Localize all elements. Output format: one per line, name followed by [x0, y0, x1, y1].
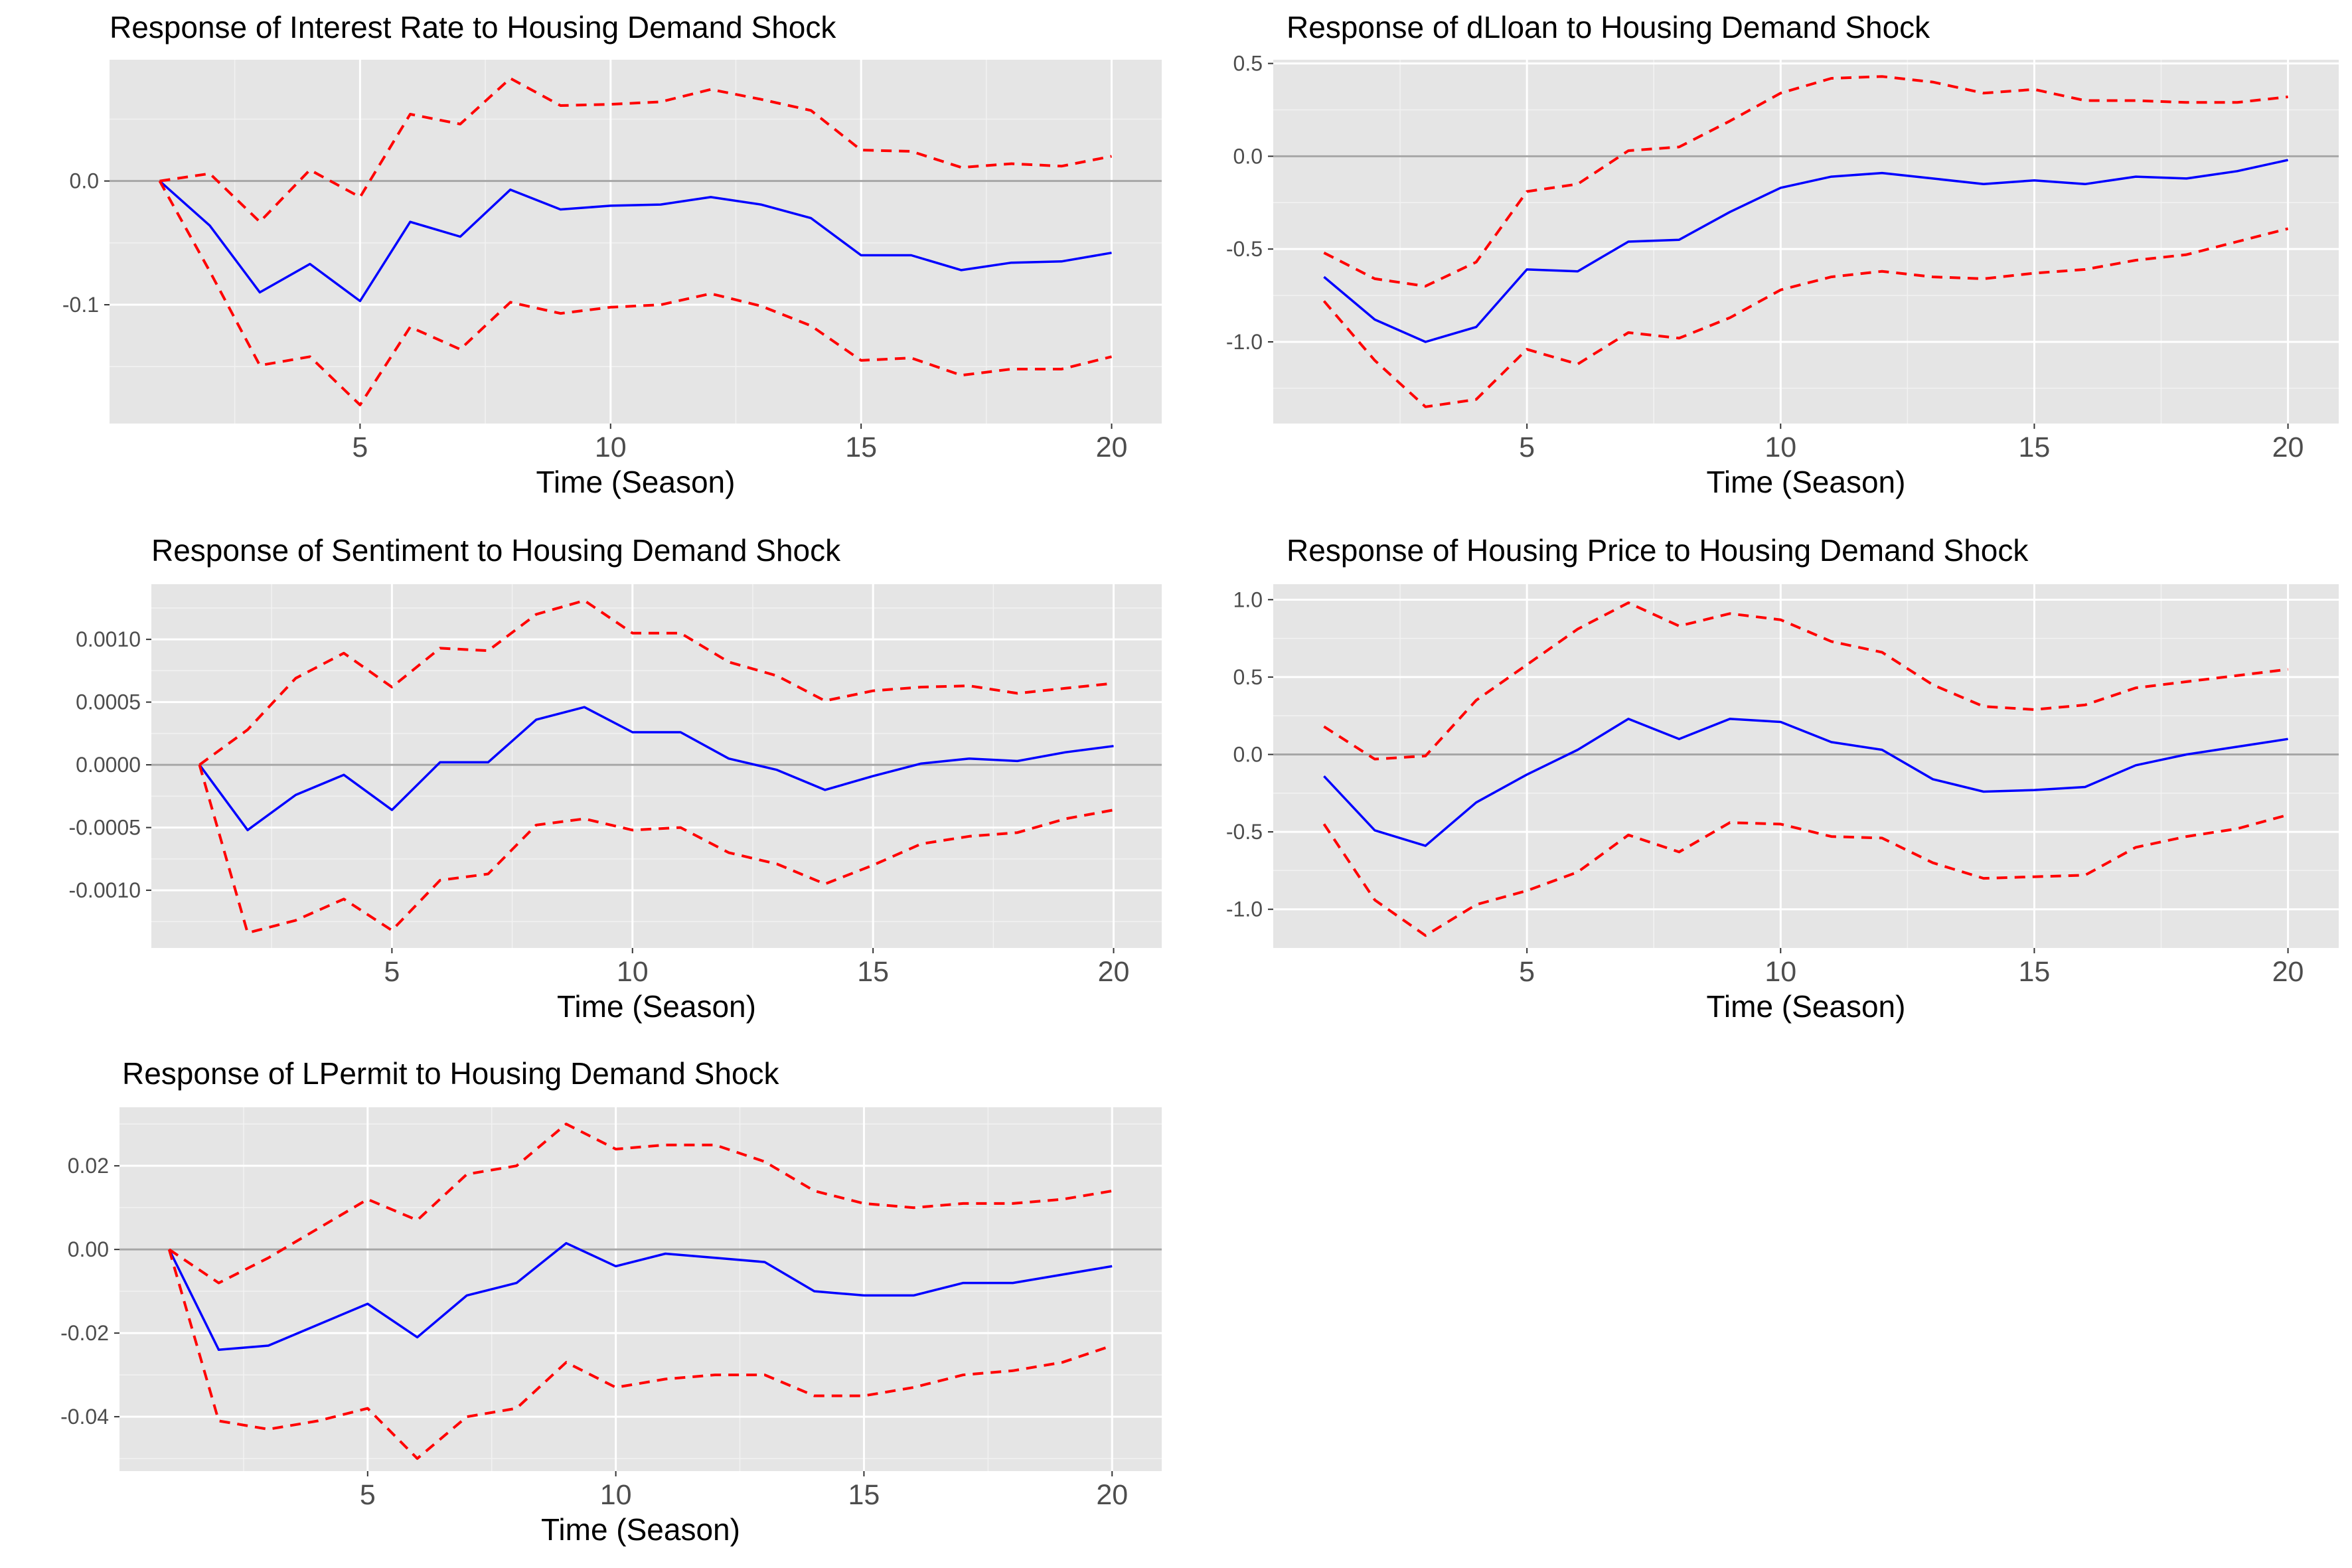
x-tick-label: 15: [857, 956, 889, 988]
y-tick-label: -0.04: [60, 1405, 109, 1429]
response-line: [1323, 159, 2288, 343]
x-tick-label: 15: [2019, 956, 2051, 988]
y-tick-label: -0.0005: [68, 816, 141, 840]
y-tick-label: -0.0010: [68, 878, 141, 902]
plot-background: [1273, 60, 2339, 424]
x-tick-label: 15: [2019, 431, 2051, 463]
y-tick-label: 0.00: [68, 1237, 109, 1261]
y-tick-label: -0.5: [1226, 237, 1263, 261]
y-tick-label: -1.0: [1226, 330, 1263, 354]
y-tick-label: 0.0000: [76, 753, 141, 777]
panel-title: Response of Interest Rate to Housing Dem…: [110, 10, 836, 44]
x-axis-title: Time (Season): [536, 465, 736, 499]
x-tick-label: 5: [352, 431, 368, 463]
x-tick-label: 20: [1096, 431, 1128, 463]
x-tick-label: 15: [848, 1479, 880, 1511]
y-tick-label: 0.0005: [76, 690, 141, 714]
x-tick-label: 20: [1096, 1479, 1128, 1511]
y-tick-label: 0.0: [1233, 144, 1263, 168]
x-tick-label: 10: [1764, 431, 1796, 463]
panel-housing-price: 1.0 0.5 0.0 -0.5 -1.0 5 10 15 20 Time (Season) Res…: [1226, 533, 2339, 1024]
confidence-band-upper-line: [168, 1123, 1113, 1285]
x-tick-label: 15: [845, 431, 877, 463]
x-tick-label: 10: [1764, 956, 1796, 988]
confidence-band-lower-line: [167, 1249, 1113, 1460]
y-tick-label: 0.0010: [76, 627, 141, 651]
panel-lpermit: 0.02 0.00 -0.02 -0.04 5 10 15 20 Time (Season) Re…: [60, 1056, 1162, 1547]
panel-title: Response of LPermit to Housing Demand Sh…: [122, 1056, 780, 1091]
confidence-band-upper-line: [159, 77, 1112, 224]
panel-interest-rate: 0.0 -0.1 5 10 15 20 Time (Season) Response of I…: [62, 10, 1162, 499]
x-tick-label: 5: [384, 956, 400, 988]
response-line: [168, 1241, 1113, 1352]
panel-title: Response of dLloan to Housing Demand Sho…: [1287, 10, 1930, 44]
response-line: [198, 706, 1114, 832]
confidence-band-upper-line: [1323, 75, 2288, 288]
response-line: [1323, 718, 2288, 847]
x-tick-label: 20: [1098, 956, 1130, 988]
y-tick-label: 1.0: [1233, 588, 1263, 611]
x-axis-title: Time (Season): [1707, 465, 1906, 499]
confidence-band-upper-line: [198, 599, 1114, 766]
x-tick-label: 10: [617, 956, 649, 988]
panel-title: Response of Sentiment to Housing Demand …: [151, 533, 841, 568]
x-tick-label: 5: [1519, 431, 1535, 463]
confidence-band-lower-line: [198, 764, 1114, 935]
x-tick-label: 5: [360, 1479, 376, 1511]
confidence-band-lower-line: [1322, 813, 2289, 937]
panel-dlloan: 0.5 0.0 -0.5 -1.0 5 10 15 20 Time (Season) Respon…: [1226, 10, 2339, 499]
x-tick-label: 20: [2272, 956, 2304, 988]
x-tick-label: 10: [600, 1479, 632, 1511]
y-tick-label: -0.02: [60, 1321, 109, 1345]
y-tick-label: 0.5: [1233, 52, 1263, 76]
panel-sentiment: 0.0010 0.0005 0.0000 -0.0005 -0.0010 5 10 15 20 T…: [68, 533, 1162, 1024]
x-tick-label: 20: [2272, 431, 2304, 463]
x-axis-title: Time (Season): [1707, 989, 1906, 1024]
y-tick-label: -1.0: [1226, 898, 1263, 921]
x-tick-label: 5: [1519, 956, 1535, 988]
y-tick-label: 0.0: [1233, 743, 1263, 767]
y-tick-label: 0.02: [68, 1154, 109, 1178]
x-axis-title: Time (Season): [541, 1512, 740, 1547]
y-tick-label: 0.5: [1233, 665, 1263, 689]
y-tick-label: 0.0: [70, 169, 99, 193]
confidence-band-lower-line: [158, 180, 1112, 406]
y-tick-label: -0.1: [62, 293, 99, 317]
panel-title: Response of Housing Price to Housing Dem…: [1287, 533, 2029, 568]
y-tick-label: -0.5: [1226, 820, 1263, 844]
response-line: [159, 180, 1112, 303]
x-tick-label: 10: [595, 431, 627, 463]
x-axis-title: Time (Season): [557, 989, 756, 1024]
